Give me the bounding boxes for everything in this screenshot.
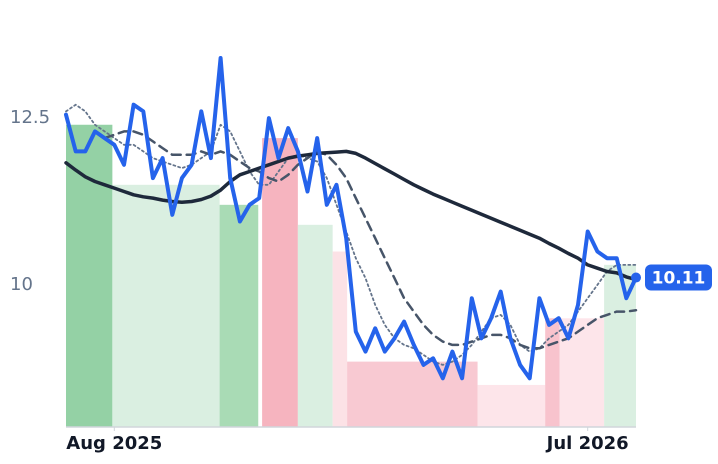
band [477,384,546,427]
band [332,251,348,427]
series-line [64,149,638,282]
y-tick-label: 12.5 [10,107,50,128]
y-tick-label: 10 [10,274,33,295]
series-line [64,56,638,381]
value-badge [645,264,712,291]
band [545,318,560,427]
value-badge-label: 10.11 [652,269,706,289]
band [262,138,298,427]
band [112,184,220,427]
band [219,204,259,427]
band [297,224,333,427]
band [66,124,113,428]
last-point [631,272,641,283]
x-tick-label: Aug 2025 [66,433,162,454]
x-tick-label: Jul 2026 [545,433,629,454]
band [347,361,478,427]
